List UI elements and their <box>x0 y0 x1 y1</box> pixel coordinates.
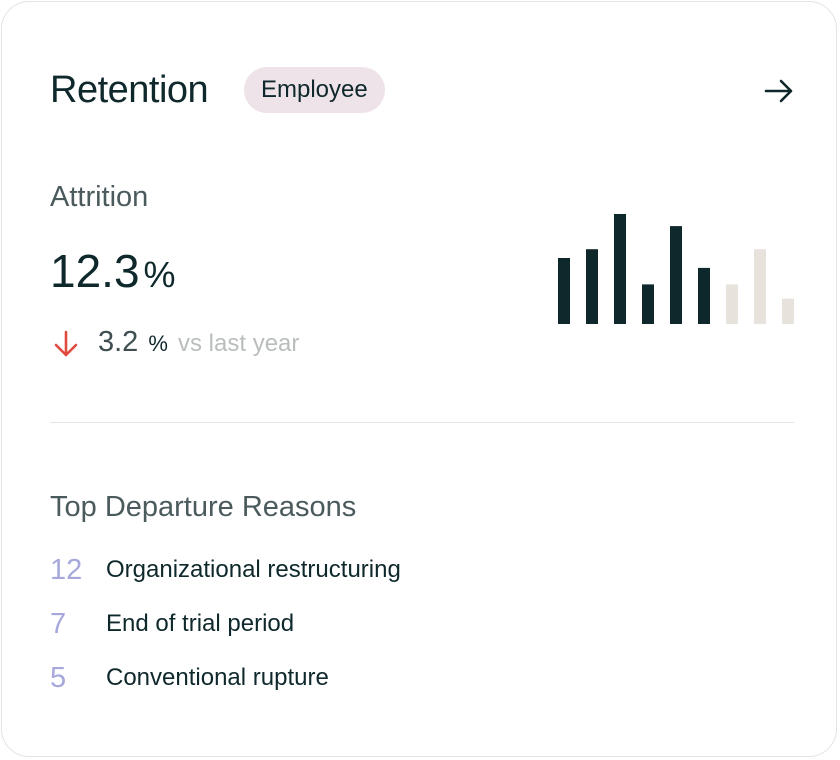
chart-bar <box>558 258 570 324</box>
attrition-value: 12.3% <box>50 245 176 301</box>
delta-value: 3.2 <box>98 326 139 358</box>
open-details-button[interactable] <box>762 74 796 108</box>
arrow-right-icon <box>764 79 793 103</box>
reason-count: 12 <box>50 554 83 586</box>
reason-count: 5 <box>50 662 67 694</box>
chart-bar <box>782 298 794 324</box>
attrition-label: Attrition <box>50 181 149 213</box>
list-item: 5 Conventional rupture <box>50 658 610 698</box>
attrition-bar-chart <box>558 214 794 324</box>
chart-bar <box>754 249 766 324</box>
chart-bar <box>614 214 626 324</box>
delta-unit: % <box>148 331 168 356</box>
attrition-delta: 3.2 % vs last year <box>98 324 299 362</box>
reason-count: 7 <box>50 608 67 640</box>
list-item: 12 Organizational restructuring <box>50 550 610 590</box>
chart-bar <box>698 267 710 324</box>
reason-label: End of trial period <box>106 610 295 637</box>
chart-bar <box>586 249 598 324</box>
delta-caption: vs last year <box>178 330 300 357</box>
reason-label: Organizational restructuring <box>106 556 401 583</box>
chart-bar <box>670 226 682 324</box>
departure-reasons-title: Top Departure Reasons <box>50 491 357 523</box>
arrow-down-icon <box>54 330 78 357</box>
section-divider <box>50 422 794 423</box>
chart-bar <box>642 284 654 324</box>
reason-label: Conventional rupture <box>106 664 329 691</box>
chart-bar <box>726 284 738 324</box>
attrition-number: 12.3 <box>50 245 140 297</box>
card-title: Retention <box>50 69 209 111</box>
attrition-unit: % <box>143 254 176 295</box>
list-item: 7 End of trial period <box>50 604 610 644</box>
employee-badge: Employee <box>244 67 385 113</box>
